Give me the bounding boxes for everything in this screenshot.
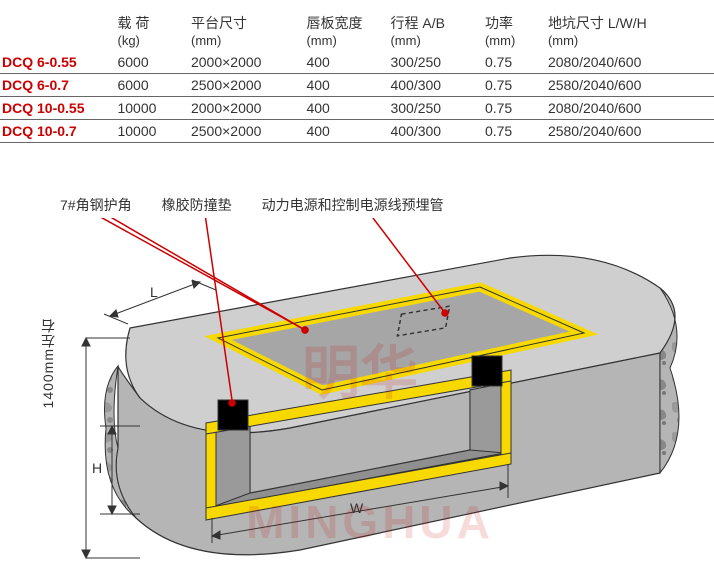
angle-steel-left-vert [206, 423, 216, 511]
table-row: DCQ 6-0.760002500×2000400400/3000.752580… [0, 74, 714, 97]
diagram-captions: 7#角钢护角 橡胶防撞垫 动力电源和控制电源线预埋管 [60, 195, 444, 215]
cell-model: DCQ 6-0.55 [0, 51, 115, 74]
hdr-power: 功率 [485, 13, 544, 33]
caption-rubber-bumper: 橡胶防撞垫 [162, 195, 232, 215]
cell-value: 2500×2000 [189, 74, 304, 97]
spec-table: 载 荷(kg) 平台尺寸(mm) 唇板宽度(mm) 行程 A/B(mm) 功率(… [0, 10, 714, 143]
spec-table-inner: 载 荷(kg) 平台尺寸(mm) 唇板宽度(mm) 行程 A/B(mm) 功率(… [0, 10, 714, 143]
watermark-cn: 明华 [302, 341, 418, 406]
overall-height-note: 1400mm左右 [38, 318, 58, 408]
cell-value: 2580/2040/600 [546, 74, 714, 97]
cell-value: 2580/2040/600 [546, 120, 714, 143]
cell-value: 300/250 [388, 97, 482, 120]
dim-label-H: H [92, 460, 102, 476]
cell-value: 2000×2000 [189, 51, 304, 74]
hdr-lip-unit: (mm) [306, 33, 386, 48]
cell-value: 400 [304, 97, 388, 120]
cell-value: 400 [304, 51, 388, 74]
angle-steel-right-vert [501, 376, 511, 456]
cell-value: 10000 [115, 120, 189, 143]
cell-value: 0.75 [483, 51, 546, 74]
pit-section-rightwall [470, 383, 505, 453]
cell-value: 400/300 [388, 120, 482, 143]
cell-value: 6000 [115, 51, 189, 74]
cell-value: 2080/2040/600 [546, 97, 714, 120]
cell-value: 400 [304, 120, 388, 143]
cell-value: 2500×2000 [189, 120, 304, 143]
watermark-en: MINGHUA [246, 496, 494, 548]
cell-value: 6000 [115, 74, 189, 97]
cell-value: 0.75 [483, 97, 546, 120]
cell-value: 2000×2000 [189, 97, 304, 120]
hdr-lip: 唇板宽度 [306, 13, 386, 33]
cell-model: DCQ 10-0.55 [0, 97, 115, 120]
hdr-platform-unit: (mm) [191, 33, 302, 48]
cell-value: 2080/2040/600 [546, 51, 714, 74]
cell-value: 300/250 [388, 51, 482, 74]
cell-value: 400 [304, 74, 388, 97]
hdr-load: 载 荷 [117, 13, 187, 33]
table-row: DCQ 10-0.55100002000×2000400300/2500.752… [0, 97, 714, 120]
caption-angle-steel: 7#角钢护角 [60, 195, 132, 215]
caption-conduit: 动力电源和控制电源线预埋管 [262, 195, 444, 215]
cell-value: 400/300 [388, 74, 482, 97]
cell-value: 10000 [115, 97, 189, 120]
hdr-travel: 行程 A/B [390, 13, 480, 33]
cell-value: 0.75 [483, 74, 546, 97]
hdr-travel-unit: (mm) [390, 33, 480, 48]
hdr-pit-unit: (mm) [548, 33, 712, 48]
cell-value: 0.75 [483, 120, 546, 143]
cell-model: DCQ 10-0.7 [0, 120, 115, 143]
cell-model: DCQ 6-0.7 [0, 74, 115, 97]
hdr-platform: 平台尺寸 [191, 13, 302, 33]
rubber-bumper-right [472, 356, 502, 386]
table-header-row: 载 荷(kg) 平台尺寸(mm) 唇板宽度(mm) 行程 A/B(mm) 功率(… [0, 10, 714, 51]
pit-svg: 明华 MINGHUA [40, 218, 690, 578]
table-row: DCQ 10-0.7100002500×2000400400/3000.7525… [0, 120, 714, 143]
hdr-load-unit: (kg) [117, 33, 187, 48]
dim-label-L: L [150, 284, 158, 300]
pit-diagram: 明华 MINGHUA L H W 1400mm左右 [40, 218, 690, 578]
dim-label-W: W [350, 500, 363, 516]
hdr-pit: 地坑尺寸 L/W/H [548, 13, 712, 33]
table-body: DCQ 6-0.5560002000×2000400300/2500.75208… [0, 51, 714, 143]
table-row: DCQ 6-0.5560002000×2000400300/2500.75208… [0, 51, 714, 74]
hdr-power-unit: (mm) [485, 33, 544, 48]
